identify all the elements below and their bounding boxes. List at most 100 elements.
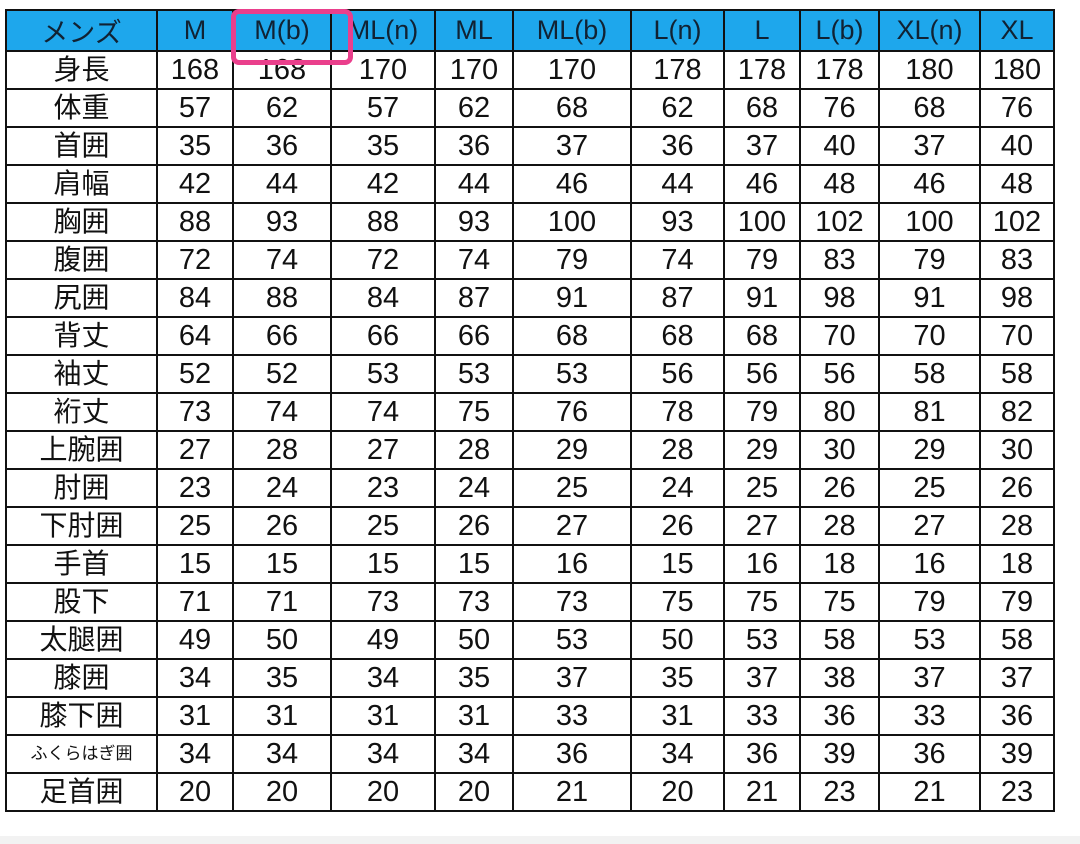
- table-cell: 15: [330, 544, 436, 584]
- table-cell: 36: [799, 696, 880, 736]
- table-cell: 23: [979, 772, 1055, 812]
- table-cell: 56: [630, 354, 725, 394]
- table-cell: 88: [156, 202, 234, 242]
- bottom-strip: [0, 836, 1080, 844]
- table-cell: 79: [723, 392, 801, 432]
- table-cell: 68: [723, 88, 801, 128]
- column-header: L(n): [630, 9, 725, 52]
- table-cell: 29: [878, 430, 981, 470]
- table-row: 胸囲 88 93 88 93 100 93 100 102 100 102: [5, 202, 1055, 242]
- table-cell: 28: [434, 430, 514, 470]
- table-cell: 34: [156, 734, 234, 774]
- table-cell: 66: [434, 316, 514, 356]
- table-cell: 25: [156, 506, 234, 546]
- table-cell: 25: [512, 468, 632, 508]
- column-header: M: [156, 9, 234, 52]
- table-cell: 66: [232, 316, 332, 356]
- table-cell: 49: [330, 620, 436, 660]
- row-label: 首囲: [5, 126, 158, 166]
- row-label: 股下: [5, 582, 158, 622]
- table-cell: 80: [799, 392, 880, 432]
- table-cell: 57: [330, 88, 436, 128]
- row-label: 身長: [5, 50, 158, 90]
- table-cell: 100: [512, 202, 632, 242]
- table-cell: 170: [330, 50, 436, 90]
- row-label: 膝囲: [5, 658, 158, 698]
- table-cell: 62: [630, 88, 725, 128]
- table-cell: 28: [232, 430, 332, 470]
- column-header: ML(n): [330, 9, 436, 52]
- table-row: 背丈 64 66 66 66 68 68 68 70 70 70: [5, 316, 1055, 356]
- table-cell: 70: [878, 316, 981, 356]
- table-cell: 70: [979, 316, 1055, 356]
- table-cell: 36: [878, 734, 981, 774]
- table-cell: 23: [799, 772, 880, 812]
- table-cell: 27: [330, 430, 436, 470]
- table-cell: 23: [156, 468, 234, 508]
- table-cell: 26: [799, 468, 880, 508]
- table-cell: 84: [156, 278, 234, 318]
- table-cell: 180: [979, 50, 1055, 90]
- table-cell: 74: [232, 392, 332, 432]
- size-chart: メンズ M M(b) ML(n) ML ML(b) L(n) L L(b) XL(n) XL 身長…: [5, 9, 1055, 812]
- table-cell: 46: [878, 164, 981, 204]
- table-cell: 53: [878, 620, 981, 660]
- table-cell: 24: [630, 468, 725, 508]
- table-row: 裄丈 73 74 74 75 76 78 79 80 81 82: [5, 392, 1055, 432]
- table-cell: 100: [878, 202, 981, 242]
- table-cell: 46: [723, 164, 801, 204]
- table-cell: 79: [723, 240, 801, 280]
- table-row: 尻囲 84 88 84 87 91 87 91 98 91 98: [5, 278, 1055, 318]
- table-cell: 79: [512, 240, 632, 280]
- table-row: 太腿囲 49 50 49 50 53 50 53 58 53 58: [5, 620, 1055, 660]
- table-cell: 21: [512, 772, 632, 812]
- table-cell: 50: [630, 620, 725, 660]
- table-cell: 178: [799, 50, 880, 90]
- table-cell: 100: [723, 202, 801, 242]
- table-row: 膝囲 34 35 34 35 37 35 37 38 37 37: [5, 658, 1055, 698]
- table-row: 袖丈 52 52 53 53 53 56 56 56 58 58: [5, 354, 1055, 394]
- row-label: 下肘囲: [5, 506, 158, 546]
- table-cell: 27: [878, 506, 981, 546]
- table-cell: 91: [512, 278, 632, 318]
- table-cell: 31: [630, 696, 725, 736]
- table-row: 体重 57 62 57 62 68 62 68 76 68 76: [5, 88, 1055, 128]
- table-cell: 78: [630, 392, 725, 432]
- table-cell: 26: [232, 506, 332, 546]
- table-cell: 64: [156, 316, 234, 356]
- table-cell: 44: [232, 164, 332, 204]
- table-cell: 34: [156, 658, 234, 698]
- table-cell: 30: [979, 430, 1055, 470]
- table-cell: 42: [330, 164, 436, 204]
- table-row: 肩幅 42 44 42 44 46 44 46 48 46 48: [5, 164, 1055, 204]
- table-cell: 37: [878, 658, 981, 698]
- table-cell: 79: [878, 240, 981, 280]
- table-cell: 93: [232, 202, 332, 242]
- column-header: L: [723, 9, 801, 52]
- table-cell: 48: [799, 164, 880, 204]
- table-cell: 30: [799, 430, 880, 470]
- table-row: ふくらはぎ囲 34 34 34 34 36 34 36 39 36 39: [5, 734, 1055, 774]
- table-cell: 52: [232, 354, 332, 394]
- column-header: L(b): [799, 9, 880, 52]
- table-cell: 20: [434, 772, 514, 812]
- table-cell: 36: [232, 126, 332, 166]
- table-cell: 72: [156, 240, 234, 280]
- table-cell: 76: [512, 392, 632, 432]
- table-cell: 91: [723, 278, 801, 318]
- table-cell: 76: [799, 88, 880, 128]
- table-cell: 68: [512, 316, 632, 356]
- table-cell: 35: [232, 658, 332, 698]
- table-row: 下肘囲 25 26 25 26 27 26 27 28 27 28: [5, 506, 1055, 546]
- table-cell: 75: [630, 582, 725, 622]
- table-cell: 50: [232, 620, 332, 660]
- table-cell: 79: [878, 582, 981, 622]
- table-cell: 36: [434, 126, 514, 166]
- table-cell: 37: [979, 658, 1055, 698]
- table-cell: 24: [434, 468, 514, 508]
- table-cell: 36: [979, 696, 1055, 736]
- table-cell: 98: [979, 278, 1055, 318]
- header-row: メンズ M M(b) ML(n) ML ML(b) L(n) L L(b) XL(n) XL: [5, 9, 1055, 52]
- column-header: XL: [979, 9, 1055, 52]
- table-cell: 40: [799, 126, 880, 166]
